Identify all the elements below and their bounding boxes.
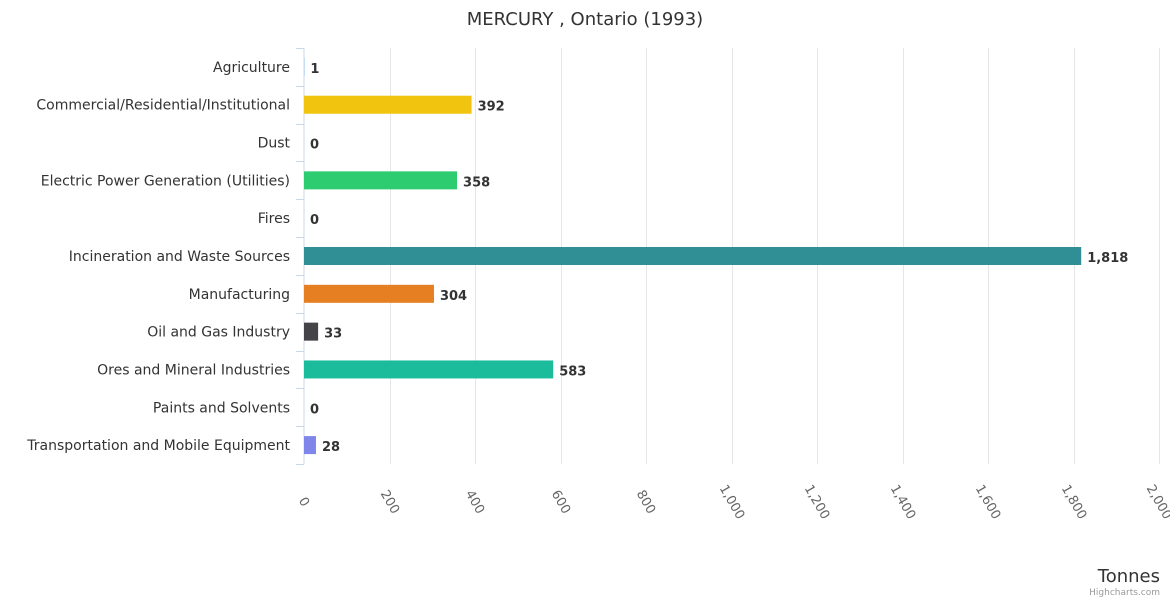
- bar[interactable]: [304, 436, 316, 455]
- value-axis-tick-labels: 0 200 400 600 800 1,000 1,200 1,400 1,600 1,800 2,…: [295, 482, 1170, 522]
- value-axis-tick-label: 1,600: [972, 482, 1004, 522]
- bar-value-label: 0: [310, 213, 319, 228]
- bar-value-label: 1,818: [1087, 251, 1128, 266]
- value-axis-tick-label: 800: [633, 488, 658, 517]
- value-axis-tick-label: 0: [295, 495, 312, 510]
- bar[interactable]: [304, 322, 319, 341]
- bar[interactable]: [304, 360, 554, 379]
- bar-value-label: 28: [322, 440, 340, 455]
- category-labels: Agriculture Commercial/Residential/Instit…: [26, 60, 290, 454]
- bar[interactable]: [304, 95, 472, 114]
- value-axis-tick-label: 200: [377, 488, 402, 517]
- value-axis-tick-label: 1,200: [801, 482, 833, 522]
- category-label: Incineration and Waste Sources: [69, 249, 290, 265]
- bar-value-label: 33: [324, 327, 342, 342]
- bar[interactable]: [304, 171, 458, 190]
- bar-value-label: 392: [478, 100, 505, 115]
- bar-value-label: 0: [310, 138, 319, 153]
- value-axis-tick-label: 2,000: [1143, 482, 1170, 522]
- bar[interactable]: [304, 247, 1082, 265]
- data-labels: 1 392 0 358 0 1,818 304 33 583 0 28: [310, 62, 1128, 455]
- bar-value-label: 583: [559, 364, 586, 379]
- value-axis-tick-label: 600: [548, 488, 573, 517]
- category-label: Paints and Solvents: [153, 400, 290, 416]
- bar[interactable]: [304, 284, 434, 303]
- value-axis-title: Tonnes: [1097, 566, 1160, 587]
- category-label: Transportation and Mobile Equipment: [26, 438, 290, 454]
- bar-value-label: 0: [310, 402, 319, 417]
- category-label: Fires: [258, 211, 290, 227]
- bar-value-label: 358: [463, 175, 490, 190]
- category-axis-ticks: [296, 48, 304, 465]
- category-label: Electric Power Generation (Utilities): [41, 173, 290, 189]
- category-label: Oil and Gas Industry: [147, 325, 290, 341]
- value-axis-tick-label: 1,000: [716, 482, 748, 522]
- credits-link[interactable]: Highcharts.com: [1089, 588, 1160, 598]
- bar-value-label: 1: [310, 62, 319, 77]
- value-axis-tick-label: 1,800: [1058, 482, 1090, 522]
- value-axis-tick-label: 1,400: [887, 482, 919, 522]
- category-label: Agriculture: [213, 60, 290, 76]
- category-label: Commercial/Residential/Institutional: [36, 98, 290, 114]
- value-axis-tick-label: 400: [462, 488, 487, 517]
- category-label: Ores and Mineral Industries: [97, 362, 290, 378]
- chart-title: MERCURY , Ontario (1993): [467, 9, 703, 30]
- category-label: Manufacturing: [189, 287, 290, 303]
- bar-value-label: 304: [440, 289, 467, 304]
- bar-series: [304, 57, 1082, 455]
- category-label: Dust: [258, 136, 291, 152]
